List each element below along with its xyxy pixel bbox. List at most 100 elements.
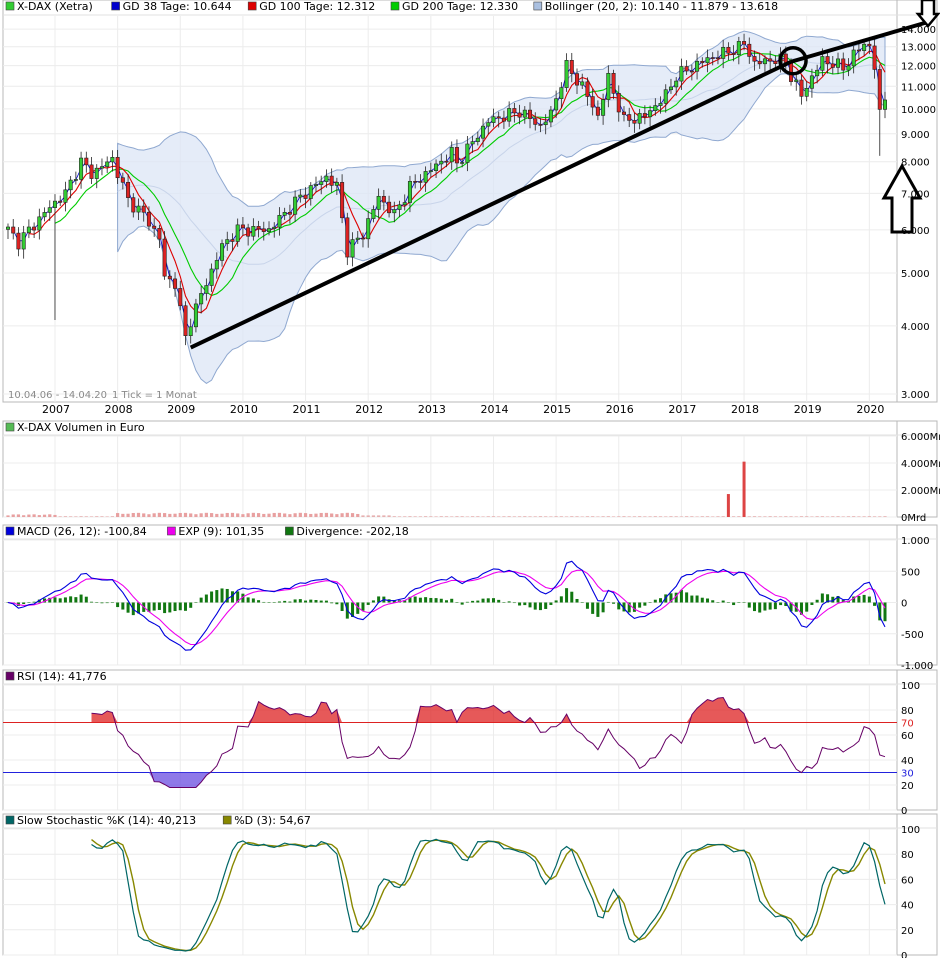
price-y-tick-label: 8.000	[901, 158, 930, 169]
footer-tick-info: 1 Tick = 1 Monat	[112, 390, 197, 401]
highlight-circle	[778, 46, 808, 76]
volume-bar	[460, 516, 464, 517]
candle-body	[663, 89, 668, 104]
volume-bar	[6, 515, 10, 517]
candle-body	[658, 103, 663, 106]
divergence-bar	[799, 602, 803, 615]
volume-bar	[444, 516, 449, 517]
divergence-bar	[319, 600, 323, 603]
candle-body	[84, 157, 89, 166]
volume-bar	[89, 516, 94, 517]
candle-body	[214, 260, 219, 270]
price-y-tick-label: 6.000	[901, 226, 930, 237]
divergence-bar	[570, 591, 574, 603]
volume-bar	[121, 513, 125, 517]
candle-body	[742, 41, 747, 45]
candle-body	[491, 116, 496, 123]
volume-bar	[63, 516, 68, 517]
divergence-bar	[74, 597, 78, 603]
divergence-bar	[121, 602, 125, 610]
volume-bar	[429, 516, 433, 517]
volume-bar	[737, 516, 741, 517]
candle-body	[705, 57, 710, 64]
volume-bar	[204, 512, 208, 517]
candle-body	[543, 121, 548, 126]
panel-frame-vol	[2, 420, 938, 518]
legend-label: MACD (26, 12): -100,84	[17, 525, 147, 538]
candle-body	[501, 117, 506, 122]
rsi-y-tick-label: 30	[901, 769, 914, 780]
rsi-y-tick-label: 100	[901, 681, 920, 692]
candle-body	[444, 160, 449, 163]
volume-bar	[42, 514, 47, 517]
divergence-bar	[434, 598, 438, 603]
divergence-bar	[293, 599, 297, 603]
legend-swatch	[5, 422, 15, 432]
divergence-bar	[340, 602, 344, 612]
volume-bar	[491, 516, 496, 517]
divergence-bar	[22, 602, 26, 605]
candle-body	[162, 238, 167, 277]
rsi-oversold-fill	[91, 772, 885, 788]
volume-bar	[241, 514, 245, 517]
volume-bar	[95, 516, 99, 517]
volume-bar	[225, 512, 229, 517]
volume-bar	[768, 516, 772, 517]
divergence-bar	[152, 602, 156, 611]
volume-bar	[418, 516, 422, 517]
candle-body	[548, 109, 553, 123]
divergence-bar	[163, 602, 167, 614]
divergence-bar	[84, 596, 88, 603]
rsi-overbought-fill	[91, 697, 885, 723]
candle-body	[11, 226, 16, 234]
candle-body	[648, 110, 653, 118]
divergence-bar	[773, 602, 777, 610]
candle-body	[105, 161, 110, 167]
trendline-lower	[189, 59, 792, 350]
volume-bar	[220, 513, 224, 517]
candle-body	[481, 125, 486, 139]
rsi-y-tick-label: 0	[901, 806, 907, 817]
divergence-bar	[277, 601, 281, 603]
legend-swatch	[222, 815, 232, 825]
divergence-bar	[737, 602, 741, 603]
candle-body	[376, 195, 381, 210]
volume-bar	[852, 516, 856, 517]
volume-bar	[726, 494, 730, 517]
divergence-bar	[481, 598, 485, 603]
candle-body	[700, 60, 705, 64]
candle-body	[235, 224, 240, 242]
divergence-bar	[538, 602, 542, 611]
volume-bar	[825, 516, 830, 517]
candle-body	[68, 179, 73, 191]
volume-bar	[648, 516, 652, 517]
candle-body	[862, 43, 867, 51]
candle-body	[220, 243, 225, 261]
divergence-bar	[429, 597, 433, 603]
candle-body	[773, 60, 778, 65]
candle-body	[836, 58, 841, 68]
divergence-bar	[48, 597, 52, 603]
candle-body	[715, 57, 720, 59]
volume-bar	[481, 516, 485, 517]
volume-bar	[189, 513, 193, 517]
candle-body	[434, 163, 439, 171]
volume-bar	[340, 513, 344, 517]
divergence-bar	[445, 600, 448, 603]
candle-body	[6, 226, 11, 230]
volume-bar	[690, 516, 694, 517]
divergence-bar	[309, 599, 313, 603]
candle-body	[89, 164, 94, 179]
divergence-bar	[116, 602, 120, 608]
candle-body	[799, 79, 804, 97]
volume-bar	[16, 514, 21, 517]
volume-bar	[570, 516, 574, 517]
price-y-tick-label: 14.000	[901, 25, 936, 36]
candle-body	[303, 194, 308, 199]
volume-bar	[883, 516, 887, 517]
year-label: 2012	[355, 403, 383, 416]
volume-bar	[664, 516, 668, 517]
candle-body	[21, 232, 26, 250]
rsi-legend: RSI (14): 41,776	[5, 670, 107, 683]
